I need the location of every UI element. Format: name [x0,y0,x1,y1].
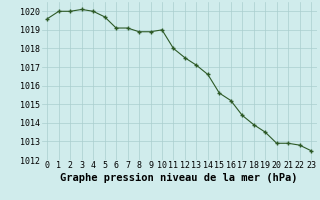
X-axis label: Graphe pression niveau de la mer (hPa): Graphe pression niveau de la mer (hPa) [60,173,298,183]
